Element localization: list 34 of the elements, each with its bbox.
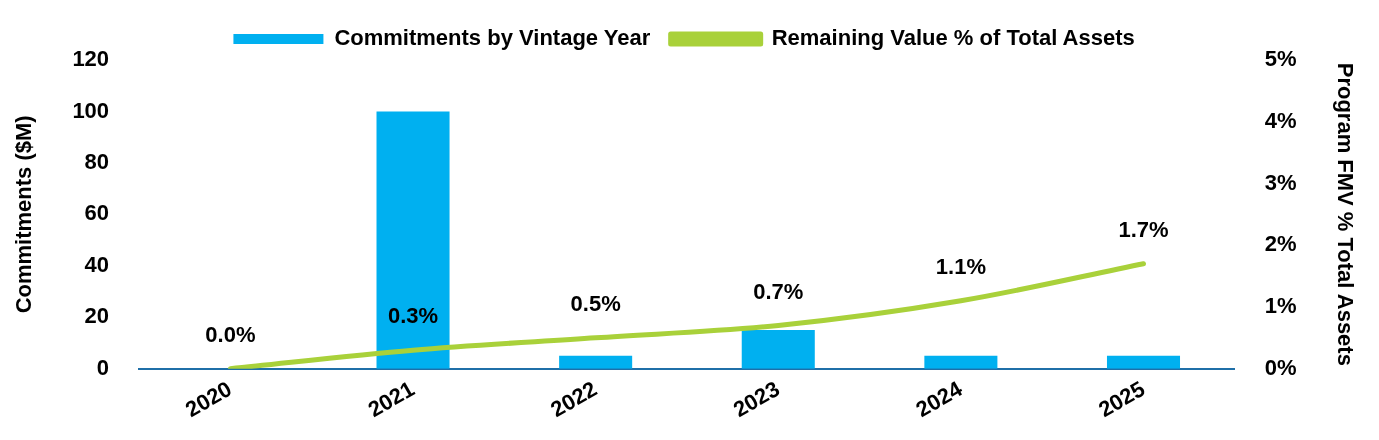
y-tick-label: 80 <box>84 148 110 174</box>
data-label: 0.5% <box>570 290 621 316</box>
y-axis-title: Commitments ($M) <box>11 115 37 314</box>
x-tick-label: 2024 <box>911 375 968 423</box>
y2-tick-label: 5% <box>1264 46 1297 72</box>
x-tick-label: 2021 <box>363 376 419 423</box>
legend-label: Commitments by Vintage Year <box>334 25 651 51</box>
y-tick-label: 100 <box>72 97 110 123</box>
bar <box>376 111 450 369</box>
y2-tick-label: 2% <box>1264 231 1297 257</box>
data-label: 1.1% <box>935 253 986 279</box>
y2-tick-label: 4% <box>1264 107 1297 133</box>
y-tick-label: 120 <box>72 46 110 72</box>
x-tick-label: 2025 <box>1094 376 1150 423</box>
bar <box>559 355 633 369</box>
bar <box>1106 355 1181 369</box>
x-tick-label: 2022 <box>546 376 602 423</box>
bar <box>924 355 998 369</box>
data-label: 0.7% <box>753 278 804 304</box>
y-tick-label: 20 <box>84 303 110 329</box>
y-tick-label: 0 <box>96 354 110 380</box>
data-label: 1.7% <box>1118 216 1169 242</box>
y-tick-label: 60 <box>84 200 110 226</box>
bar <box>741 330 815 369</box>
x-tick-label: 2020 <box>181 376 236 423</box>
y2-tick-label: 3% <box>1264 169 1297 195</box>
y-tick-label: 40 <box>84 251 110 277</box>
y2-axis-title: Program FMV % Total Assets <box>1332 62 1358 366</box>
x-tick-label: 2023 <box>728 376 784 423</box>
y2-tick-label: 0% <box>1264 354 1297 380</box>
data-label: 0.3% <box>387 303 439 329</box>
legend-label: Remaining Value % of Total Assets <box>771 25 1135 51</box>
y2-tick-label: 1% <box>1264 293 1297 318</box>
data-label: 0.0% <box>205 321 256 347</box>
